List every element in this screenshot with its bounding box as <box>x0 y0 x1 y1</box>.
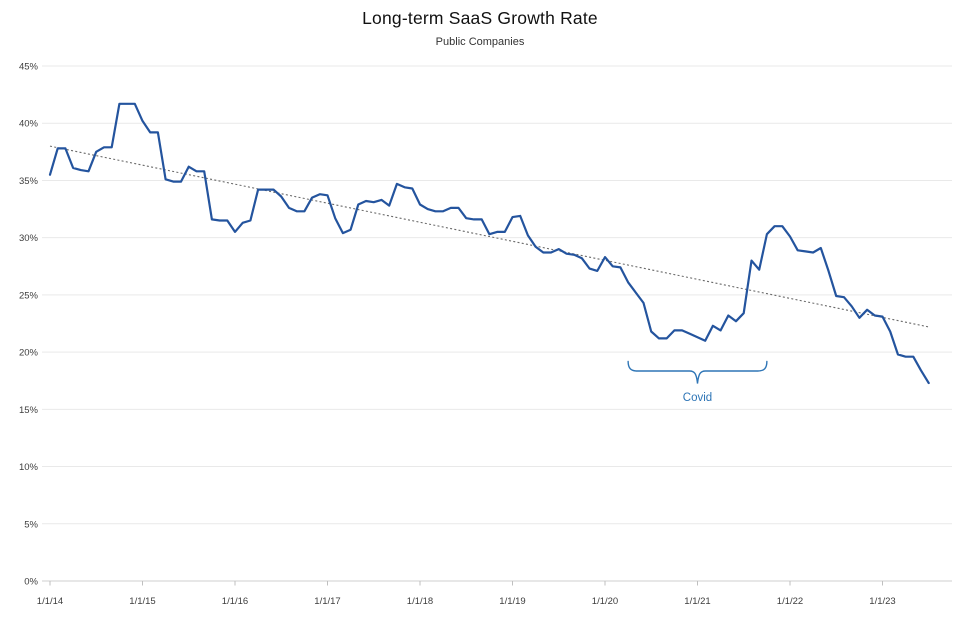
x-axis-tick-label: 1/1/14 <box>37 596 63 607</box>
x-axis-tick-label: 1/1/19 <box>499 596 525 607</box>
saas-growth-line <box>48 102 930 385</box>
trend-line <box>49 145 929 328</box>
x-axis-tick-label: 1/1/16 <box>222 596 248 607</box>
y-axis-tick-label: 35% <box>19 176 39 187</box>
y-axis-tick-label: 20% <box>19 348 39 359</box>
x-axis-tick-label: 1/1/22 <box>777 596 803 607</box>
x-axis-tick-label: 1/1/18 <box>407 596 433 607</box>
y-axis-tick-label: 45% <box>19 62 39 73</box>
y-axis-tick-label: 0% <box>24 577 38 588</box>
y-axis-tick-label: 30% <box>19 233 39 244</box>
chart-title: Long-term SaaS Growth Rate <box>362 8 598 28</box>
covid-brace <box>627 360 768 384</box>
covid-annotation-label: Covid <box>682 392 713 404</box>
x-axis-tick-label: 1/1/23 <box>869 596 895 607</box>
x-axis-tick-label: 1/1/21 <box>684 596 710 607</box>
x-axis-tick-label: 1/1/15 <box>129 596 155 607</box>
y-axis-tick-label: 40% <box>19 119 39 130</box>
y-axis-tick-label: 15% <box>19 405 39 416</box>
x-axis-tick-label: 1/1/20 <box>592 596 618 607</box>
chart-subtitle: Public Companies <box>435 36 525 48</box>
y-axis-tick-label: 10% <box>19 462 39 473</box>
y-axis-tick-label: 5% <box>24 519 38 530</box>
x-axis-tick-label: 1/1/17 <box>314 596 340 607</box>
y-axis-tick-label: 25% <box>19 290 39 301</box>
